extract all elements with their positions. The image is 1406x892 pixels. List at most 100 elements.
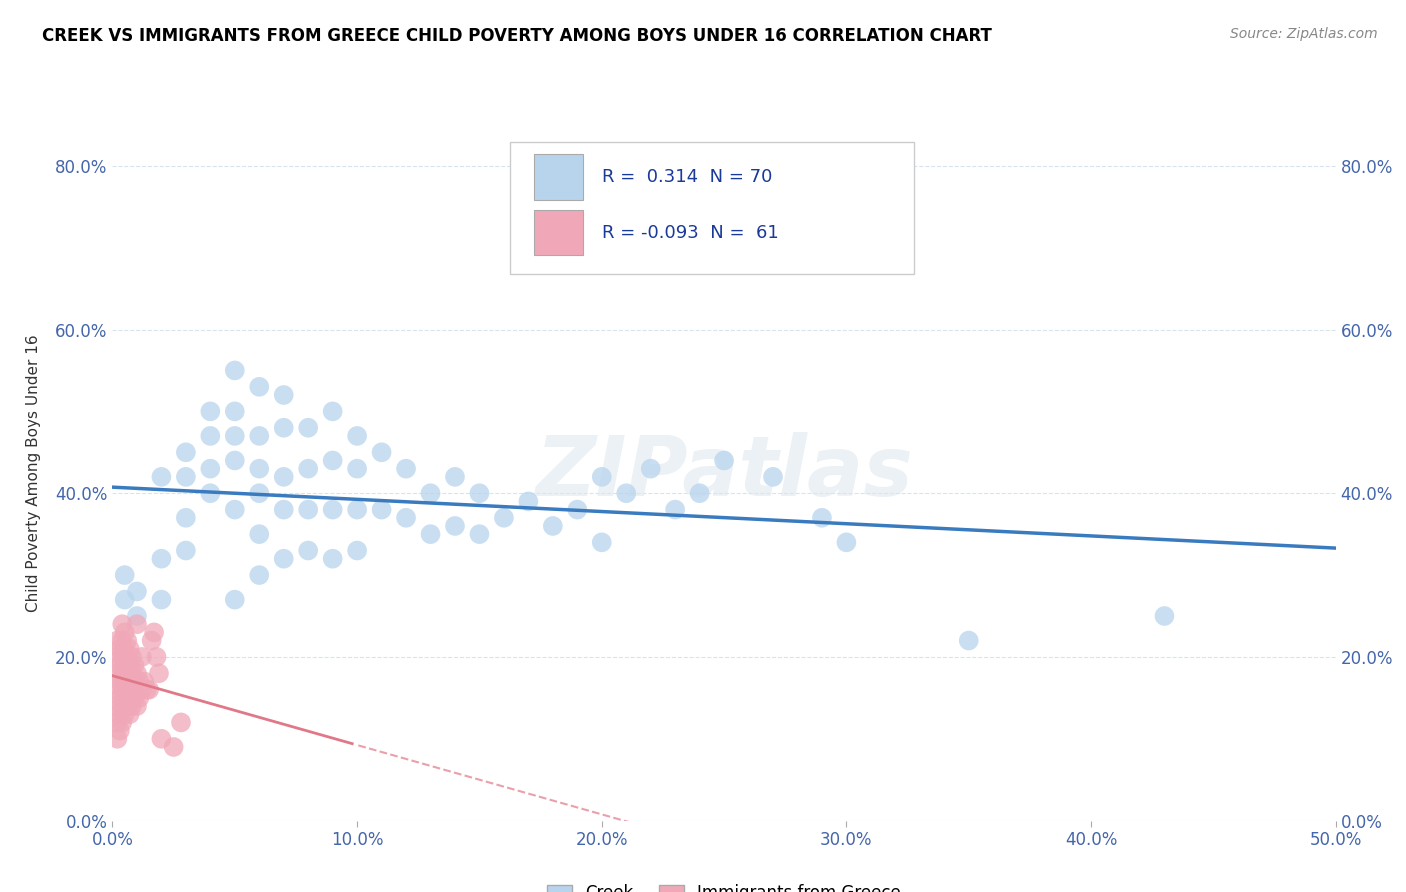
Point (444, 470, 467, 484)
Point (174, 543, 197, 558)
Point (105, 707, 128, 722)
Point (174, 470, 197, 484)
Point (273, 502, 295, 516)
Point (145, 649, 167, 664)
Point (174, 510, 197, 524)
Point (247, 429, 270, 443)
Point (346, 502, 368, 516)
Point (143, 625, 166, 640)
Point (114, 658, 136, 673)
Text: R = -0.093  N =  61: R = -0.093 N = 61 (602, 224, 779, 242)
Point (114, 568, 136, 582)
Point (322, 453, 344, 467)
Point (150, 592, 173, 607)
Point (135, 682, 157, 697)
Point (247, 568, 270, 582)
Point (689, 486, 711, 500)
Y-axis label: Child Poverty Among Boys Under 16: Child Poverty Among Boys Under 16 (27, 334, 41, 612)
FancyBboxPatch shape (510, 142, 914, 275)
Point (108, 641, 131, 656)
Point (118, 658, 141, 673)
Point (105, 682, 128, 697)
Point (105, 666, 128, 681)
Point (322, 551, 344, 566)
Point (125, 609, 148, 624)
Point (346, 461, 368, 475)
Point (957, 633, 980, 648)
Point (150, 731, 173, 746)
Point (121, 666, 143, 681)
Point (108, 690, 131, 705)
Point (124, 658, 146, 673)
Point (115, 649, 138, 664)
Point (247, 461, 270, 475)
Point (150, 470, 173, 484)
Point (150, 551, 173, 566)
Point (138, 682, 160, 697)
Point (200, 404, 222, 418)
Point (591, 470, 613, 484)
Point (297, 461, 319, 475)
Point (835, 535, 858, 549)
Point (591, 535, 613, 549)
Point (114, 592, 136, 607)
Point (370, 445, 392, 459)
Point (468, 486, 491, 500)
Point (121, 682, 143, 697)
Bar (534, 211, 583, 255)
Text: ZIPatlas: ZIPatlas (536, 433, 912, 513)
Point (118, 707, 141, 722)
Point (713, 453, 735, 467)
Point (121, 649, 143, 664)
Point (273, 421, 295, 435)
Point (125, 584, 148, 599)
Point (111, 715, 134, 730)
Point (170, 715, 193, 730)
Point (419, 486, 441, 500)
Point (273, 470, 295, 484)
Point (108, 723, 131, 738)
Point (517, 494, 540, 508)
Point (247, 380, 270, 394)
Point (200, 461, 222, 475)
Point (115, 666, 138, 681)
Point (297, 421, 319, 435)
Point (114, 690, 136, 705)
Point (640, 461, 662, 475)
Point (111, 633, 134, 648)
Point (105, 731, 128, 746)
Point (297, 502, 319, 516)
Point (200, 486, 222, 500)
Point (541, 519, 564, 533)
Point (297, 543, 319, 558)
Point (128, 690, 150, 705)
Point (125, 617, 148, 632)
Point (105, 633, 128, 648)
Point (105, 715, 128, 730)
Bar (534, 154, 583, 200)
Point (115, 682, 138, 697)
Point (224, 363, 246, 377)
Point (108, 658, 131, 673)
Point (128, 674, 150, 689)
Point (124, 674, 146, 689)
Point (114, 707, 136, 722)
Point (118, 641, 141, 656)
Point (444, 519, 467, 533)
Point (114, 625, 136, 640)
Point (131, 649, 153, 664)
Point (224, 502, 246, 516)
Point (118, 690, 141, 705)
Point (111, 666, 134, 681)
Point (111, 617, 134, 632)
Point (148, 666, 170, 681)
Point (125, 682, 148, 697)
Point (567, 502, 589, 516)
Point (273, 388, 295, 402)
Point (125, 699, 148, 714)
Point (141, 633, 163, 648)
Point (247, 527, 270, 541)
Point (762, 470, 785, 484)
Point (322, 502, 344, 516)
Point (811, 510, 834, 524)
